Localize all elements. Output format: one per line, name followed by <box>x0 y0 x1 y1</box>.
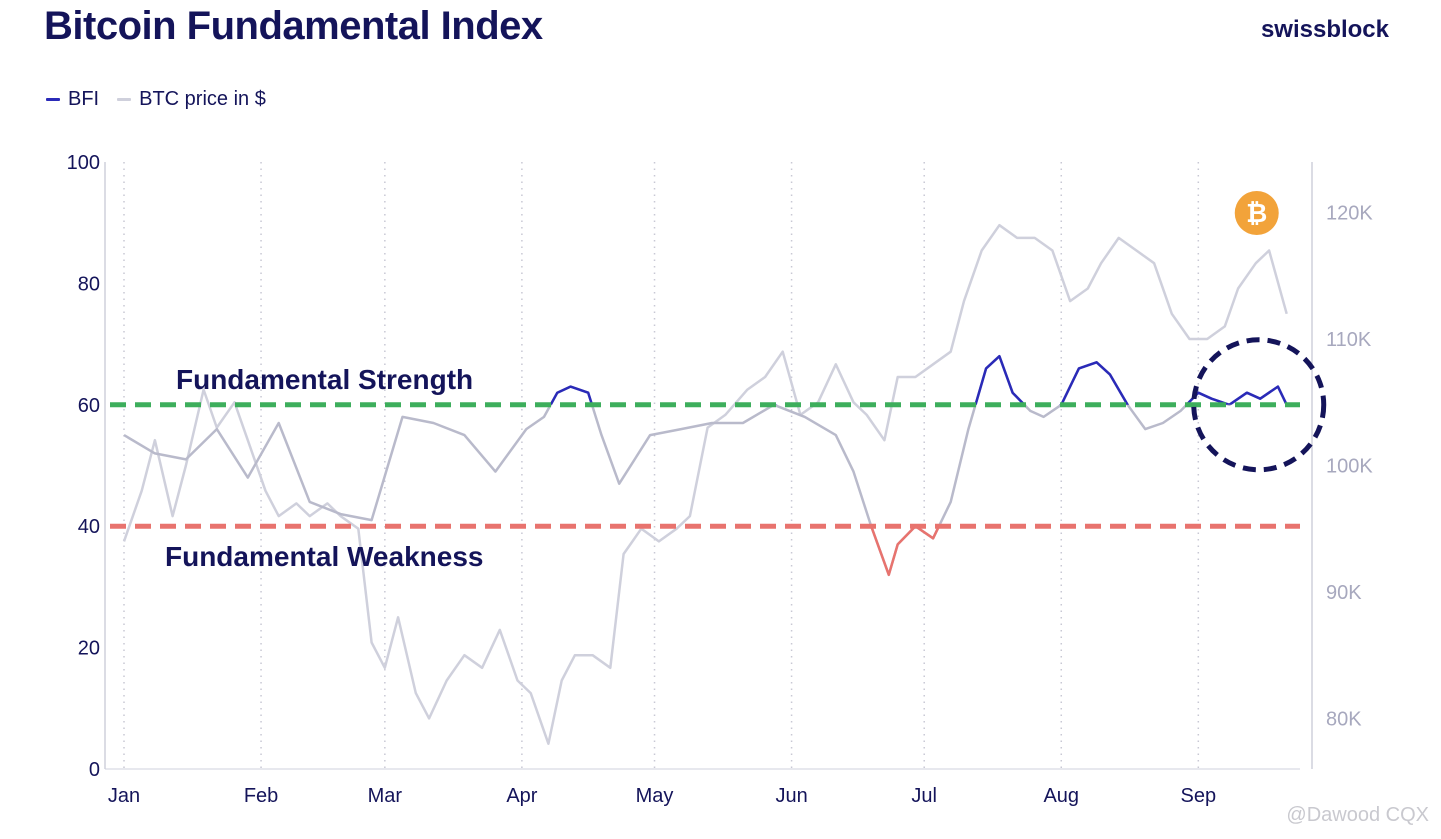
y-left-tick-label: 80 <box>78 273 100 295</box>
legend-swatch-btc <box>117 98 132 101</box>
y-left-tick-label: 0 <box>89 759 100 781</box>
series-line-btc-price <box>122 223 1288 745</box>
x-tick-label: Jul <box>911 785 937 807</box>
watermark: @Dawood CQX <box>1286 804 1429 826</box>
x-tick-label: May <box>636 785 674 807</box>
legend-swatch-bfi <box>46 98 60 101</box>
legend-label-bfi: BFI <box>68 88 100 110</box>
x-tick-label: Sep <box>1181 785 1217 807</box>
legend-item-bfi[interactable]: BFI <box>46 88 99 111</box>
legend-label-btc: BTC price in $ <box>139 88 266 110</box>
legend: BFI BTC price in $ <box>46 88 276 111</box>
x-tick-label: Feb <box>244 785 278 807</box>
y-left-tick-label: 20 <box>78 638 100 660</box>
y-left-tick-label: 60 <box>78 395 100 417</box>
x-tick-label: Mar <box>368 785 403 807</box>
y-right-tick-label: 80K <box>1326 708 1362 730</box>
bitcoin-icon-glyph: ₿ <box>1246 199 1267 229</box>
series-line-bfi <box>123 354 1288 577</box>
chart-title: Bitcoin Fundamental Index <box>44 4 543 48</box>
highlight-circle <box>1191 337 1327 473</box>
x-tick-label: Aug <box>1043 785 1079 807</box>
x-tick-label: Jun <box>775 785 807 807</box>
brand-logo: swissblock <box>1260 16 1389 43</box>
annotation-fundamental-strength: Fundamental Strength <box>176 364 473 395</box>
bitcoin-icon <box>1234 191 1279 235</box>
y-right-tick-label: 110K <box>1326 329 1372 351</box>
annotation-fundamental-weakness: Fundamental Weakness <box>165 541 483 572</box>
y-right-tick-label: 100K <box>1326 456 1373 478</box>
x-tick-label: Apr <box>506 785 537 807</box>
y-right-tick-label: 120K <box>1326 203 1373 225</box>
x-tick-label: Jan <box>108 785 140 807</box>
y-left-tick-label: 40 <box>78 516 100 538</box>
y-left-tick-label: 100 <box>67 152 100 174</box>
y-right-tick-label: 90K <box>1326 582 1362 604</box>
legend-item-btc[interactable]: BTC price in $ <box>117 88 266 111</box>
